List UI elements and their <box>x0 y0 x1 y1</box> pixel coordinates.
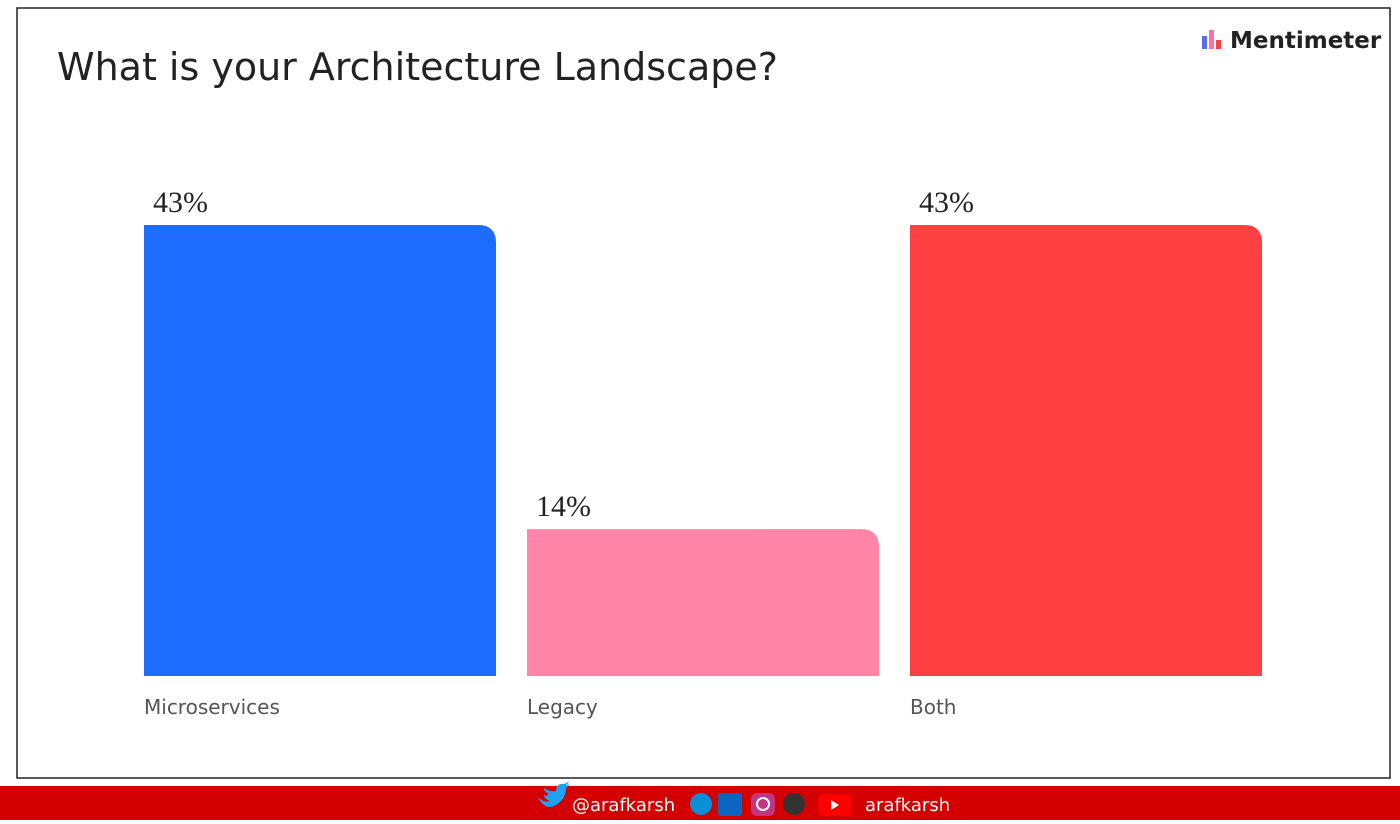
instagram-icon <box>751 793 775 816</box>
chart-title: What is your Architecture Landscape? <box>57 45 778 89</box>
github-icon <box>783 793 805 815</box>
category-label: Legacy <box>527 695 598 719</box>
logo-bar <box>1202 36 1207 49</box>
category-label: Both <box>910 695 956 719</box>
bar <box>910 225 1262 676</box>
logo-bar <box>1209 30 1214 49</box>
footer-twitter: @arafkarsh <box>572 795 675 816</box>
value-label: 14% <box>536 490 591 523</box>
bar <box>527 529 879 676</box>
logo-bar <box>1216 40 1221 49</box>
value-label: 43% <box>153 186 208 219</box>
skype-icon <box>690 793 712 815</box>
brand-name: Mentimeter <box>1230 28 1382 54</box>
twitter-icon <box>538 781 570 807</box>
value-label: 43% <box>919 186 974 219</box>
bar-chart: 43% Microservices 14% Legacy 43% Both <box>144 186 1262 719</box>
linkedin-icon <box>718 793 742 816</box>
bar <box>144 225 496 676</box>
brand-logo: Mentimeter <box>1202 28 1382 54</box>
instagram-lens <box>756 797 770 811</box>
category-label: Microservices <box>144 695 280 719</box>
footer-icons <box>538 781 852 816</box>
youtube-play <box>831 800 839 810</box>
footer-youtube: arafkarsh <box>865 795 950 816</box>
